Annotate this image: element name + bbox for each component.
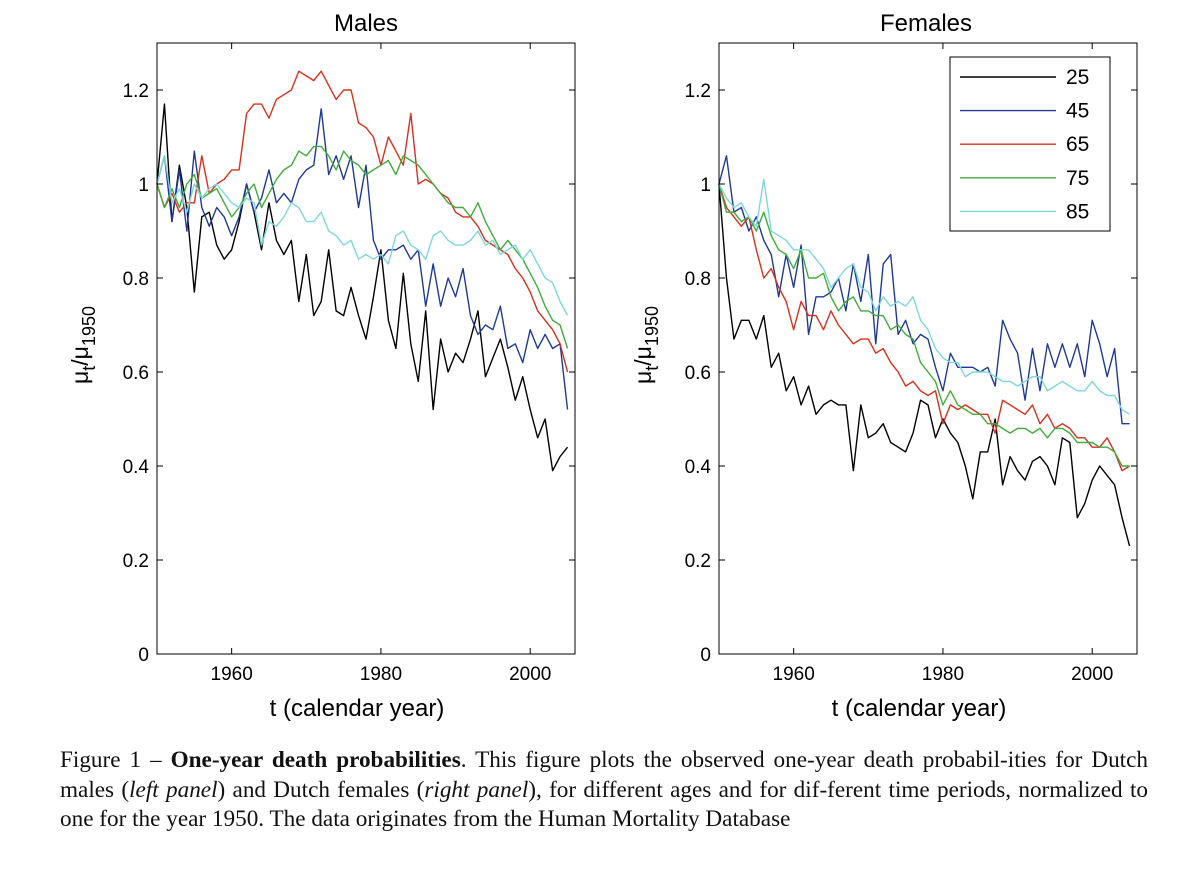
y-tick-label: 0.2 [123, 551, 149, 572]
series-line-females-85 [718, 178, 1130, 415]
x-axis-label-males: t (calendar year) [270, 695, 445, 722]
figure: Males 0 0.2 0.4 0.6 0.8 1 1.2 1960 1980 2000 t (c… [67, 10, 1138, 722]
series-line-females-25 [718, 183, 1131, 547]
caption-italic-right-panel: right panel [424, 776, 529, 803]
y-axis-label-males: μt/μ1950 [67, 306, 99, 384]
caption-text-1: . This figure plots the observed one-yea… [60, 747, 1149, 803]
legend-label-25: 25 [1066, 66, 1089, 89]
y-tick-label: 0 [700, 645, 711, 666]
legend-label-85: 85 [1066, 200, 1089, 223]
y-tick-label: 0 [138, 645, 149, 666]
caption-text-3: ), for different ages and for dif-ferent… [60, 776, 1148, 833]
y-tick-label: 0.6 [123, 363, 149, 384]
series-line-males-85 [156, 155, 569, 316]
y-tick-label: 1 [138, 175, 149, 196]
legend-label-75: 75 [1066, 167, 1089, 190]
x-axis-label-females: t (calendar year) [832, 695, 1007, 722]
axes-frame-males [156, 42, 576, 655]
caption-prefix: Figure 1 – [60, 747, 171, 773]
series-line-females-45 [718, 155, 1130, 425]
caption-italic-left-panel: left panel [129, 776, 218, 803]
x-tick-label: 2000 [1071, 664, 1113, 685]
caption-bold-title: One-year death probabilities [170, 747, 461, 773]
y-tick-label: 0.4 [685, 457, 712, 478]
ticks-layer-males: 0 0.2 0.4 0.6 0.8 1 1.2 1960 1980 2000 [123, 43, 575, 685]
series-line-males-75 [156, 145, 569, 349]
y-tick-label: 0.8 [123, 269, 149, 290]
y-tick-label: 0.2 [685, 551, 711, 572]
series-layer-females [718, 155, 1131, 547]
chart-title-males: Males [334, 10, 398, 37]
panel-females: Females 0 0.2 0.4 0.6 0.8 1 1.2 1960 1980 2000 t … [630, 10, 1138, 722]
y-tick-label: 1.2 [685, 81, 711, 102]
y-tick-label: 0.4 [123, 457, 150, 478]
x-tick-label: 1960 [773, 664, 815, 685]
y-axis-label-females: μt/μ1950 [630, 306, 662, 384]
x-tick-label: 1980 [922, 664, 964, 685]
series-line-males-65 [156, 70, 569, 373]
figure-caption: Figure 1 – One-year death probabilities.… [60, 746, 1148, 835]
x-tick-label: 1960 [211, 664, 253, 685]
y-tick-label: 0.6 [685, 363, 711, 384]
chart-title-females: Females [880, 10, 972, 37]
y-tick-label: 0.8 [685, 269, 711, 290]
x-tick-label: 2000 [509, 664, 551, 685]
legend: 25 45 65 75 85 [949, 56, 1111, 232]
legend-label-65: 65 [1066, 133, 1089, 156]
series-layer-males [156, 70, 569, 472]
panel-males: Males 0 0.2 0.4 0.6 0.8 1 1.2 1960 1980 2000 t (c… [67, 10, 576, 722]
axes-frame-females [718, 42, 1138, 655]
series-line-males-25 [156, 103, 569, 472]
series-line-males-45 [156, 108, 569, 410]
x-tick-label: 1980 [360, 664, 402, 685]
caption-text-2: ) and Dutch females ( [217, 776, 425, 803]
legend-label-45: 45 [1066, 100, 1089, 123]
y-tick-label: 1.2 [123, 81, 149, 102]
y-tick-label: 1 [700, 175, 711, 196]
series-line-females-65 [718, 183, 1130, 472]
ticks-layer-females: 0 0.2 0.4 0.6 0.8 1 1.2 1960 1980 2000 [685, 43, 1137, 685]
series-line-females-75 [718, 183, 1130, 467]
